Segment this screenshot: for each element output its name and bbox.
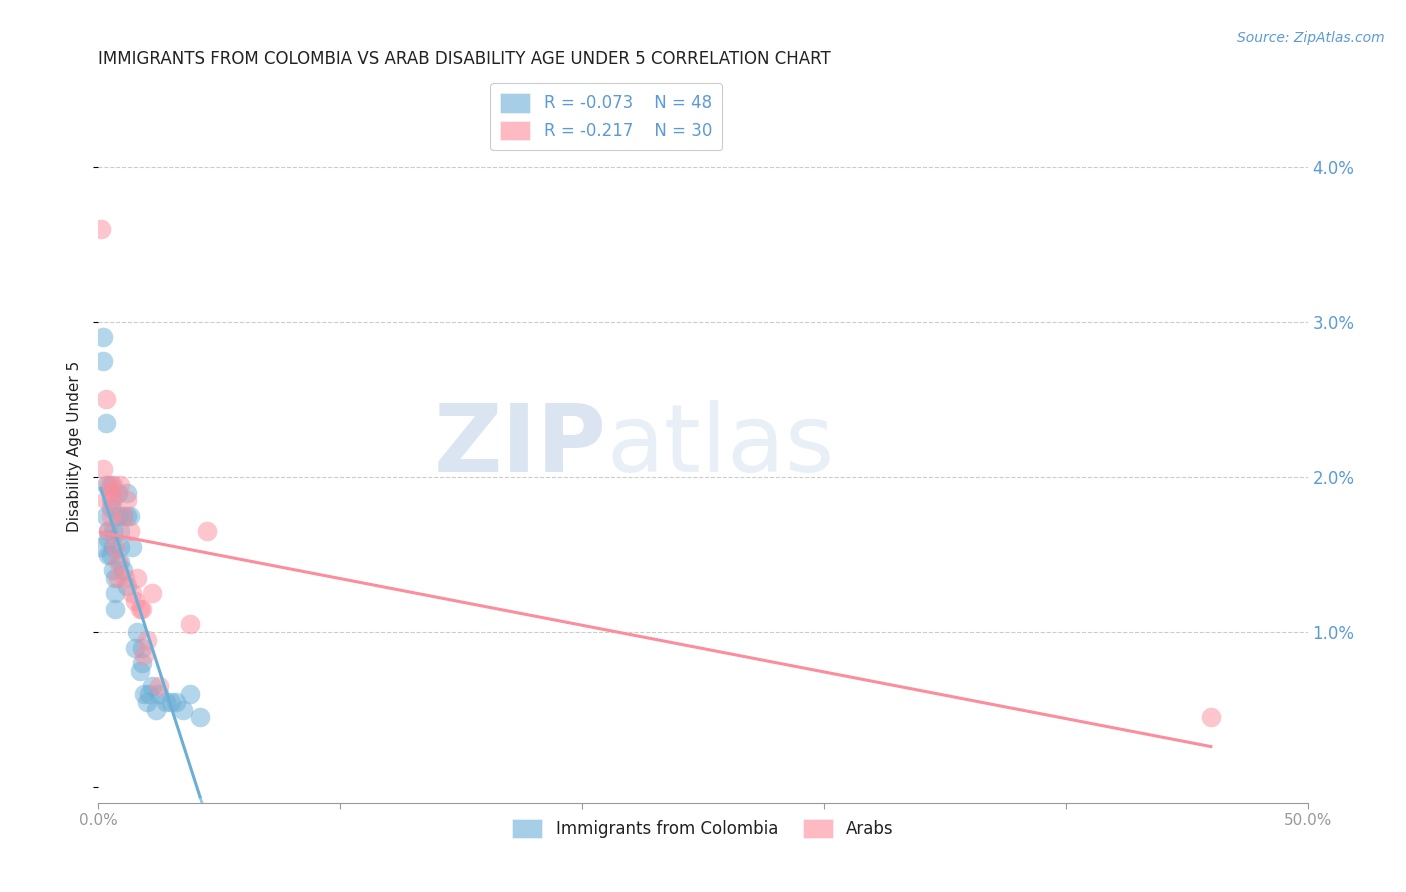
Point: [195, 524, 218, 539]
Point: [141, 586, 163, 600]
Point: [111, 563, 134, 577]
Point: [101, 563, 124, 577]
Text: IMMIGRANTS FROM COLOMBIA VS ARAB DISABILITY AGE UNDER 5 CORRELATION CHART: IMMIGRANTS FROM COLOMBIA VS ARAB DISABIL…: [98, 50, 831, 68]
Point: [94, 416, 117, 430]
Point: [90, 222, 112, 236]
Point: [94, 392, 117, 407]
Point: [97, 524, 120, 539]
Point: [108, 477, 131, 491]
Point: [97, 548, 120, 562]
Point: [155, 695, 177, 709]
Point: [118, 508, 141, 523]
Point: [100, 501, 122, 516]
Point: [107, 555, 129, 569]
Point: [121, 540, 143, 554]
Point: [91, 462, 114, 476]
Point: [148, 687, 170, 701]
Point: [101, 540, 124, 554]
Point: [94, 493, 117, 508]
Point: [188, 710, 211, 724]
Text: ZIP: ZIP: [433, 400, 606, 492]
Point: [134, 648, 156, 663]
Point: [107, 485, 129, 500]
Point: [172, 703, 194, 717]
Point: [165, 695, 187, 709]
Point: [131, 656, 153, 670]
Legend: Immigrants from Colombia, Arabs: Immigrants from Colombia, Arabs: [506, 812, 900, 845]
Point: [160, 695, 183, 709]
Point: [104, 586, 127, 600]
Point: [94, 477, 117, 491]
Point: [148, 680, 170, 694]
Point: [100, 548, 122, 562]
Point: [97, 477, 120, 491]
Point: [101, 477, 124, 491]
Point: [104, 571, 127, 585]
Point: [91, 353, 114, 368]
Point: [179, 687, 201, 701]
Point: [108, 555, 131, 569]
Point: [108, 524, 131, 539]
Y-axis label: Disability Age Under 5: Disability Age Under 5: [67, 360, 83, 532]
Point: [131, 640, 153, 655]
Point: [100, 508, 122, 523]
Point: [90, 540, 112, 554]
Point: [97, 524, 120, 539]
Point: [138, 687, 160, 701]
Point: [117, 508, 139, 523]
Point: [127, 571, 149, 585]
Point: [107, 508, 129, 523]
Point: [111, 508, 134, 523]
Point: [117, 485, 139, 500]
Point: [101, 524, 124, 539]
Point: [97, 532, 120, 546]
Point: [135, 632, 157, 647]
Point: [101, 493, 124, 508]
Text: atlas: atlas: [606, 400, 835, 492]
Point: [128, 602, 150, 616]
Point: [104, 602, 127, 616]
Point: [107, 571, 129, 585]
Point: [145, 703, 167, 717]
Point: [111, 508, 134, 523]
Point: [94, 508, 117, 523]
Point: [127, 625, 149, 640]
Point: [118, 524, 141, 539]
Point: [108, 540, 131, 554]
Point: [124, 594, 146, 608]
Point: [100, 477, 122, 491]
Point: [141, 680, 163, 694]
Point: [124, 640, 146, 655]
Point: [91, 330, 114, 344]
Text: Source: ZipAtlas.com: Source: ZipAtlas.com: [1237, 31, 1385, 45]
Point: [134, 687, 156, 701]
Point: [114, 571, 136, 585]
Point: [100, 485, 122, 500]
Point: [179, 617, 201, 632]
Point: [117, 493, 139, 508]
Point: [117, 579, 139, 593]
Point: [1199, 710, 1222, 724]
Point: [128, 664, 150, 678]
Point: [135, 695, 157, 709]
Point: [121, 586, 143, 600]
Point: [100, 493, 122, 508]
Point: [104, 540, 127, 554]
Point: [131, 602, 153, 616]
